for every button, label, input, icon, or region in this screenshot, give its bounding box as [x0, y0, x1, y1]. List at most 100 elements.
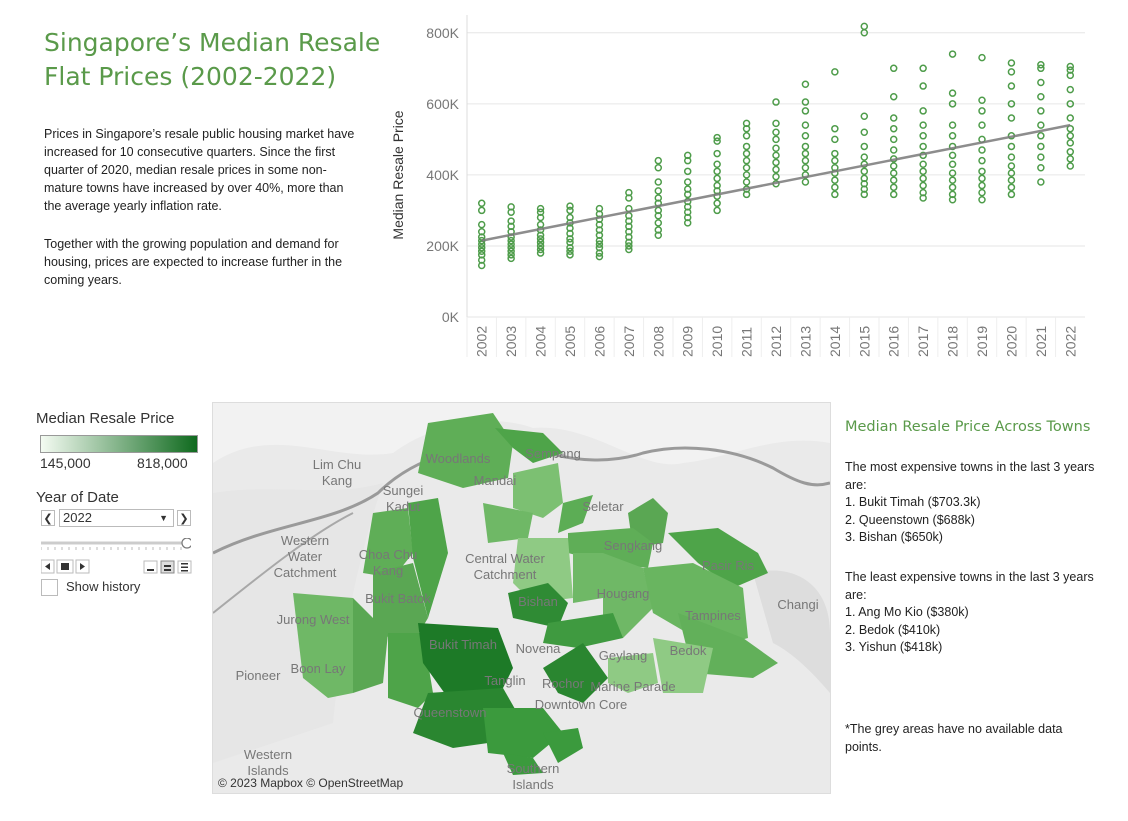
data-point[interactable] — [713, 174, 721, 183]
town-bukit-timah[interactable] — [418, 623, 513, 698]
step-back-button[interactable] — [41, 559, 55, 574]
data-point[interactable] — [477, 227, 486, 236]
data-point[interactable] — [595, 252, 604, 261]
data-point[interactable] — [566, 202, 574, 210]
data-point[interactable] — [536, 245, 545, 254]
data-point[interactable] — [889, 124, 898, 133]
data-point[interactable] — [919, 64, 927, 73]
data-point[interactable] — [831, 135, 839, 144]
data-point[interactable] — [477, 251, 486, 259]
data-point[interactable] — [948, 100, 957, 108]
data-point[interactable] — [889, 162, 898, 170]
data-point[interactable] — [625, 245, 633, 254]
data-point[interactable] — [889, 92, 898, 101]
town-ang-mo-kio[interactable] — [513, 538, 573, 603]
town-serangoon[interactable] — [573, 553, 603, 603]
data-point[interactable] — [742, 132, 751, 140]
data-point[interactable] — [507, 251, 515, 259]
data-point[interactable] — [948, 50, 957, 58]
town-toa-payoh[interactable] — [543, 613, 623, 648]
data-point[interactable] — [889, 114, 898, 122]
data-point[interactable] — [889, 135, 898, 144]
data-point[interactable] — [919, 188, 927, 197]
next-year-button[interactable]: ❯ — [177, 510, 191, 526]
speed-slow-button[interactable] — [143, 560, 158, 574]
data-point[interactable] — [978, 156, 986, 165]
data-point[interactable] — [713, 160, 721, 168]
town-sembawang[interactable] — [495, 428, 563, 463]
data-point[interactable] — [948, 151, 957, 160]
data-point[interactable] — [654, 156, 663, 165]
data-point[interactable] — [477, 206, 486, 215]
data-point[interactable] — [742, 164, 751, 172]
data-point[interactable] — [1066, 148, 1075, 156]
data-point[interactable] — [742, 178, 751, 186]
data-point[interactable] — [801, 98, 810, 106]
step-forward-button[interactable] — [75, 559, 90, 574]
data-point[interactable] — [625, 188, 633, 197]
data-point[interactable] — [978, 107, 986, 115]
data-point[interactable] — [713, 181, 721, 190]
data-point[interactable] — [625, 242, 633, 250]
data-point[interactable] — [860, 22, 869, 31]
town-sentosa[interactable] — [503, 753, 543, 775]
data-point[interactable] — [948, 89, 957, 97]
data-point[interactable] — [801, 80, 810, 89]
data-point[interactable] — [1007, 100, 1016, 108]
town-bishan[interactable] — [508, 583, 568, 628]
data-point[interactable] — [860, 142, 869, 151]
data-point[interactable] — [654, 164, 663, 172]
data-point[interactable] — [889, 146, 898, 154]
data-point[interactable] — [1037, 64, 1045, 73]
data-point[interactable] — [595, 204, 604, 213]
data-point[interactable] — [1037, 164, 1045, 172]
data-point[interactable] — [507, 203, 515, 211]
data-point[interactable] — [919, 107, 927, 115]
town-central[interactable] — [543, 728, 583, 763]
data-point[interactable] — [948, 160, 957, 168]
data-point[interactable] — [1007, 162, 1016, 170]
data-point[interactable] — [713, 149, 721, 158]
data-point[interactable] — [536, 242, 545, 250]
data-point[interactable] — [978, 53, 986, 62]
data-point[interactable] — [713, 199, 721, 208]
data-point[interactable] — [978, 121, 986, 129]
data-point[interactable] — [713, 167, 721, 176]
data-point[interactable] — [889, 64, 898, 73]
data-point[interactable] — [742, 119, 751, 128]
data-point[interactable] — [978, 96, 986, 105]
data-point[interactable] — [477, 240, 486, 248]
data-point[interactable] — [566, 247, 574, 256]
data-point[interactable] — [948, 132, 957, 140]
data-point[interactable] — [683, 167, 692, 176]
data-point[interactable] — [654, 206, 663, 215]
data-point[interactable] — [595, 240, 604, 248]
data-point[interactable] — [1037, 178, 1045, 186]
data-point[interactable] — [831, 190, 839, 199]
data-point[interactable] — [860, 167, 869, 176]
data-point[interactable] — [1066, 114, 1075, 122]
data-point[interactable] — [978, 181, 986, 190]
data-point[interactable] — [831, 149, 839, 158]
data-point[interactable] — [566, 206, 574, 215]
data-point[interactable] — [742, 156, 751, 165]
data-point[interactable] — [801, 149, 810, 158]
data-point[interactable] — [831, 68, 839, 76]
data-point[interactable] — [801, 107, 810, 115]
data-point[interactable] — [683, 185, 692, 193]
data-point[interactable] — [889, 190, 898, 199]
town-hougang[interactable] — [603, 553, 653, 638]
data-point[interactable] — [948, 183, 957, 192]
data-point[interactable] — [772, 135, 780, 144]
data-point[interactable] — [1066, 162, 1075, 170]
speed-fast-button[interactable] — [177, 560, 192, 574]
data-point[interactable] — [536, 204, 545, 213]
town-mandai[interactable] — [483, 503, 533, 543]
data-point[interactable] — [536, 220, 545, 229]
data-point[interactable] — [801, 121, 810, 129]
slider-handle[interactable] — [181, 538, 191, 549]
data-point[interactable] — [801, 156, 810, 165]
data-point[interactable] — [477, 247, 486, 256]
data-point[interactable] — [1066, 132, 1075, 140]
data-point[interactable] — [772, 172, 780, 181]
